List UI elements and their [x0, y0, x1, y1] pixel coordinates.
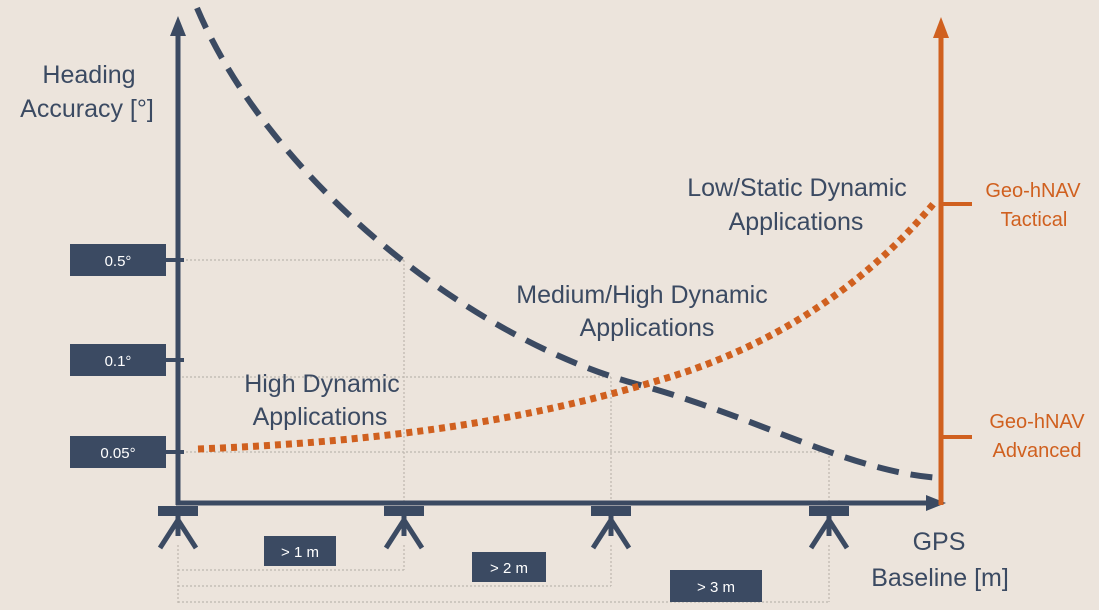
gps-antenna-icon: [158, 506, 198, 548]
baseline-label-box-2m: [472, 552, 546, 582]
accuracy-label-005: 0.05°: [100, 445, 135, 462]
accuracy-label-box-005: [70, 436, 166, 468]
y-axis-arrow: [170, 16, 186, 36]
region-low-line1: Low/Static Dynamic: [687, 174, 907, 202]
x-axis-title-line2: Baseline [m]: [871, 564, 1009, 592]
gps-antenna-icon: [809, 506, 849, 548]
product-axis-arrow: [933, 17, 949, 38]
product-tactical-line2: Tactical: [1001, 209, 1068, 231]
accuracy-label-01: 0.1°: [105, 353, 132, 370]
y-axis-title-line2: Accuracy [°]: [20, 95, 154, 123]
baseline-label-box-1m: [264, 536, 336, 566]
navy-dashed-curve: [194, 6, 941, 481]
region-high-line2: Applications: [253, 403, 388, 431]
region-high-line1: High Dynamic: [244, 370, 400, 398]
product-tactical-line1: Geo-hNAV: [985, 180, 1081, 202]
baseline-label-3m: > 3 m: [697, 579, 735, 596]
gps-antenna-icon: [384, 506, 424, 548]
baseline-label-1m: > 1 m: [281, 544, 319, 561]
guide-lines: [177, 259, 830, 605]
region-low-line2: Applications: [729, 208, 864, 236]
region-medium-line1: Medium/High Dynamic: [516, 281, 767, 309]
orange-dotted-curve: [197, 199, 938, 453]
y-axis-title-line1: Heading: [42, 61, 135, 89]
accuracy-label-box-01: [70, 344, 166, 376]
accuracy-label-05: 0.5°: [105, 253, 132, 270]
x-axis-arrow: [926, 495, 946, 511]
gps-antenna-icon: [591, 506, 631, 548]
region-medium-line2: Applications: [580, 314, 715, 342]
product-advanced-line2: Advanced: [993, 440, 1082, 462]
baseline-label-2m: > 2 m: [490, 560, 528, 577]
product-advanced-line1: Geo-hNAV: [989, 411, 1085, 433]
x-axis-title-line1: GPS: [913, 528, 966, 556]
accuracy-label-box-05: [70, 244, 166, 276]
baseline-label-box-3m: [670, 570, 762, 602]
